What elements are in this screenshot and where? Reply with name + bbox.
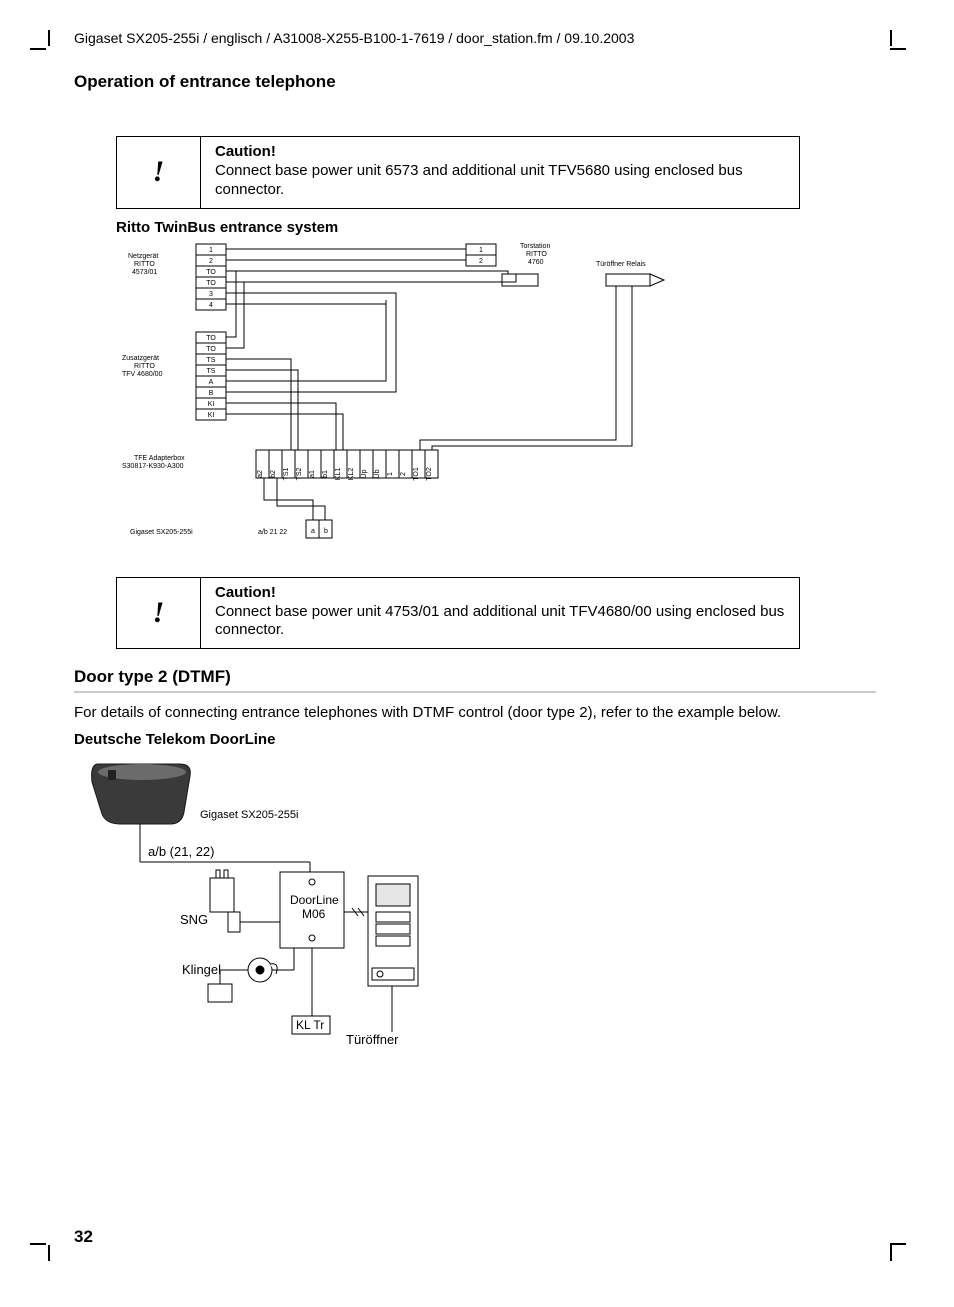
svg-text:M06: M06	[302, 907, 326, 921]
svg-text:a/b 21 22: a/b 21 22	[258, 529, 287, 536]
svg-text:4760: 4760	[528, 259, 544, 266]
svg-text:b: b	[324, 528, 328, 535]
caution-body: Connect base power unit 4753/01 and addi…	[215, 603, 785, 641]
svg-text:Türöffner Relais: Türöffner Relais	[596, 261, 646, 268]
caution-icon: !	[117, 137, 201, 208]
svg-text:KL2: KL2	[348, 467, 355, 480]
caution-title: Caution!	[215, 143, 785, 160]
svg-text:TO1: TO1	[413, 467, 420, 481]
diagram1-title: Ritto TwinBus entrance system	[116, 219, 876, 236]
svg-text:2: 2	[209, 258, 213, 265]
svg-text:B: B	[209, 390, 214, 397]
caution-text: Caution! Connect base power unit 6573 an…	[201, 137, 799, 208]
ritto-twinbus-diagram: NetzgerätRITTO4573/01 TorstationRITTO476…	[116, 240, 876, 565]
crop-mark	[890, 48, 906, 50]
svg-text:Gigaset SX205-255i: Gigaset SX205-255i	[130, 529, 193, 536]
header-path: Gigaset SX205-255i / englisch / A31008-X…	[74, 30, 876, 46]
section-rule	[74, 691, 876, 693]
svg-text:KL Tr: KL Tr	[296, 1018, 324, 1032]
svg-text:RITTO: RITTO	[526, 251, 547, 258]
svg-text:1: 1	[209, 247, 213, 254]
svg-text:RITTO: RITTO	[134, 363, 155, 370]
section2-para: For details of connecting entrance telep…	[74, 703, 876, 723]
page-content: Gigaset SX205-255i / englisch / A31008-X…	[74, 30, 876, 1247]
svg-text:DoorLine: DoorLine	[290, 893, 339, 907]
svg-text:TS: TS	[207, 357, 216, 364]
svg-text:a1: a1	[309, 470, 316, 478]
crop-mark	[48, 30, 50, 46]
svg-text:Netzgerät: Netzgerät	[128, 253, 158, 260]
svg-text:TO: TO	[206, 269, 216, 276]
svg-text:SNG: SNG	[180, 912, 208, 927]
crop-mark	[30, 1243, 46, 1245]
svg-text:a/b (21, 22): a/b (21, 22)	[148, 844, 215, 859]
svg-text:a2: a2	[257, 470, 264, 478]
svg-text:TO: TO	[206, 335, 216, 342]
crop-mark	[890, 30, 892, 46]
svg-text:b2: b2	[270, 470, 277, 478]
caution-text: Caution! Connect base power unit 4753/01…	[201, 578, 799, 649]
caution-title: Caution!	[215, 584, 785, 601]
svg-text:1: 1	[387, 471, 394, 475]
svg-text:Up: Up	[361, 469, 368, 478]
crop-mark	[890, 1243, 906, 1245]
doorline-diagram: Gigaset SX205-255i a/b (21, 22) SNG Door…	[80, 752, 876, 1067]
svg-text:TO2: TO2	[426, 467, 433, 481]
svg-text:KI: KI	[208, 401, 215, 408]
svg-text:TFE Adapterbox: TFE Adapterbox	[134, 455, 185, 462]
section2-title: Door type 2 (DTMF)	[74, 667, 876, 687]
svg-text:Ub: Ub	[374, 469, 381, 478]
caution-body: Connect base power unit 6573 and additio…	[215, 162, 785, 200]
crop-mark	[30, 48, 46, 50]
svg-text:RITTO: RITTO	[134, 261, 155, 268]
svg-text:Zusatzgerät: Zusatzgerät	[122, 355, 159, 362]
crop-mark	[48, 1245, 50, 1261]
svg-text:Torstation: Torstation	[520, 243, 550, 250]
svg-text:TS2: TS2	[296, 467, 303, 480]
caution-box-2: ! Caution! Connect base power unit 4753/…	[116, 577, 800, 650]
diagram2-title: Deutsche Telekom DoorLine	[74, 731, 876, 748]
svg-text:1: 1	[479, 247, 483, 254]
svg-text:b1: b1	[322, 470, 329, 478]
svg-text:TS: TS	[207, 368, 216, 375]
svg-text:4573/01: 4573/01	[132, 269, 157, 276]
svg-text:TO: TO	[206, 346, 216, 353]
label-gigaset: Gigaset SX205-255i	[200, 809, 298, 821]
svg-text:KI: KI	[208, 412, 215, 419]
svg-text:Klingel: Klingel	[182, 962, 221, 977]
svg-text:A: A	[209, 379, 214, 386]
svg-text:KL1: KL1	[335, 467, 342, 480]
svg-text:4: 4	[209, 302, 213, 309]
caution-box-1: ! Caution! Connect base power unit 6573 …	[116, 136, 800, 209]
svg-text:3: 3	[209, 291, 213, 298]
svg-text:TO: TO	[206, 280, 216, 287]
crop-mark	[890, 1245, 892, 1261]
page-number: 32	[74, 1227, 93, 1247]
svg-text:Türöffner: Türöffner	[346, 1032, 399, 1047]
svg-text:2: 2	[400, 471, 407, 475]
svg-text:a: a	[311, 528, 315, 535]
svg-text:TFV 4680/00: TFV 4680/00	[122, 371, 163, 378]
svg-text:2: 2	[479, 258, 483, 265]
svg-text:S30817-K930-A300: S30817-K930-A300	[122, 463, 184, 470]
caution-icon: !	[117, 578, 201, 649]
section-title: Operation of entrance telephone	[74, 72, 876, 92]
svg-text:TS1: TS1	[283, 467, 290, 480]
